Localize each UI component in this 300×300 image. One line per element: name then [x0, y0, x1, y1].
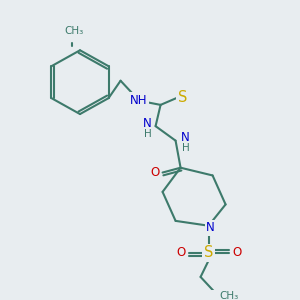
Text: O: O	[150, 166, 159, 179]
Text: S: S	[204, 245, 213, 260]
Text: N: N	[181, 131, 190, 144]
Text: O: O	[232, 246, 241, 259]
Text: H: H	[144, 129, 152, 139]
Text: NH: NH	[130, 94, 147, 106]
Text: CH₃: CH₃	[219, 291, 238, 300]
Text: S: S	[178, 90, 187, 105]
Text: O: O	[176, 246, 185, 259]
Text: CH₃: CH₃	[64, 26, 84, 36]
Text: N: N	[143, 117, 152, 130]
Text: H: H	[182, 143, 190, 153]
Text: N: N	[206, 221, 215, 234]
